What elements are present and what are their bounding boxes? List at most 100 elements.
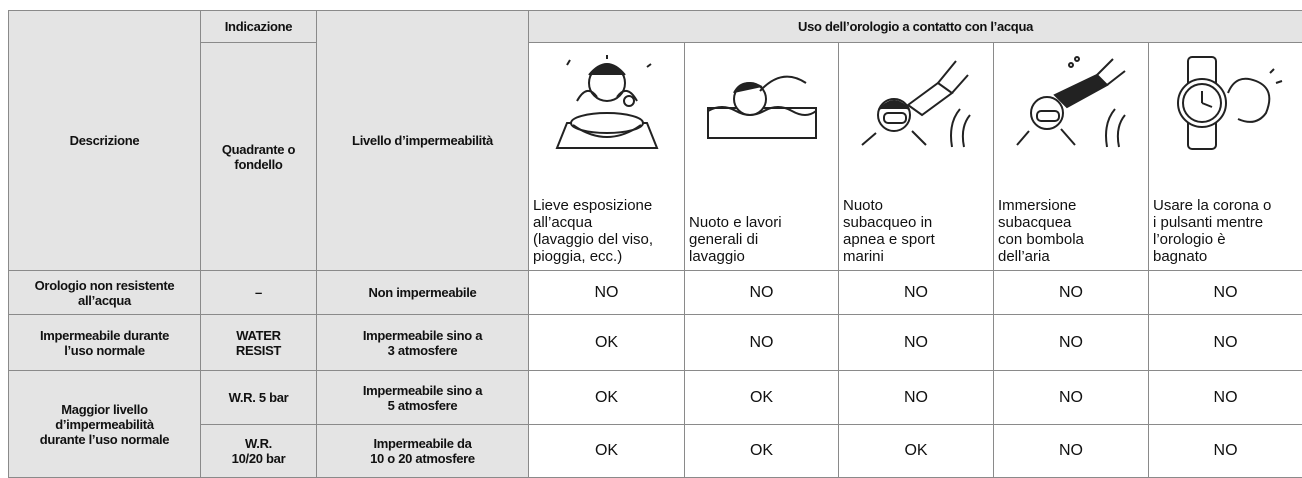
- text-line: (lavaggio del viso,: [533, 231, 680, 248]
- text-line: dell’aria: [998, 248, 1144, 265]
- text-line: Maggior livello: [13, 402, 196, 417]
- icon-diver: [1011, 53, 1131, 153]
- header-description: Descrizione: [9, 11, 201, 271]
- text-line: Impermeabile durante: [13, 328, 196, 343]
- text-line: W.R.: [205, 436, 312, 451]
- text-line: Impermeabile sino a: [321, 383, 524, 398]
- text-line: d’impermeabilità: [13, 417, 196, 432]
- result-cell: NO: [994, 425, 1149, 478]
- indication-cell: –: [201, 271, 317, 315]
- text-line: Impermeabile da: [321, 436, 524, 451]
- result-cell: OK: [685, 425, 839, 478]
- result-cell: NO: [1149, 271, 1302, 315]
- result-cell: NO: [1149, 315, 1302, 371]
- result-cell: NO: [839, 371, 994, 425]
- text-line: apnea e sport: [843, 231, 989, 248]
- text-line: l’orologio è: [1153, 231, 1298, 248]
- indication-cell: W.R.10/20 bar: [201, 425, 317, 478]
- result-cell: NO: [994, 271, 1149, 315]
- header-row: Descrizione Indicazione Livello d’imperm…: [9, 11, 1302, 43]
- text-line: Immersione: [998, 197, 1144, 214]
- text-line: WATER: [205, 328, 312, 343]
- result-cell: NO: [839, 315, 994, 371]
- result-cell: NO: [1149, 425, 1302, 478]
- text-line: –: [205, 285, 312, 300]
- text-line: all’acqua: [533, 214, 680, 231]
- text-line: W.R. 5 bar: [205, 390, 312, 405]
- text-line: generali di: [689, 231, 834, 248]
- result-cell: NO: [839, 271, 994, 315]
- text-line: l’uso normale: [13, 343, 196, 358]
- icon-watch: [1166, 53, 1286, 153]
- header-level: Livello d’impermeabilità: [317, 11, 529, 271]
- header-usage: Uso dell’orologio a contatto con l’acqua: [529, 11, 1302, 43]
- text-line: Impermeabile sino a: [321, 328, 524, 343]
- text-line: fondello: [205, 157, 312, 172]
- icon-snorkeler: [856, 53, 976, 153]
- icon-face-wash: [547, 53, 667, 153]
- text-line: Nuoto: [843, 197, 989, 214]
- text-line: 10 o 20 atmosfere: [321, 451, 524, 466]
- text-line: pioggia, ecc.): [533, 248, 680, 265]
- result-cell: NO: [994, 371, 1149, 425]
- text-line: bagnato: [1153, 248, 1298, 265]
- water-resistance-table: Descrizione Indicazione Livello d’imperm…: [8, 10, 1302, 478]
- text-line: lavaggio: [689, 248, 834, 265]
- text-line: con bombola: [998, 231, 1144, 248]
- result-cell: OK: [529, 315, 685, 371]
- text-line: marini: [843, 248, 989, 265]
- result-cell: OK: [685, 371, 839, 425]
- result-cell: NO: [685, 271, 839, 315]
- level-cell: Non impermeabile: [317, 271, 529, 315]
- result-cell: NO: [529, 271, 685, 315]
- header-indication: Indicazione: [201, 11, 317, 43]
- result-cell: OK: [529, 425, 685, 478]
- text-line: 3 atmosfere: [321, 343, 524, 358]
- text-line: RESIST: [205, 343, 312, 358]
- text-line: all’acqua: [13, 293, 196, 308]
- text-line: Non impermeabile: [321, 285, 524, 300]
- text-line: subacquea: [998, 214, 1144, 231]
- table-body: Descrizione Indicazione Livello d’imperm…: [9, 11, 1302, 478]
- icon-swimmer: [702, 53, 822, 153]
- result-cell: NO: [1149, 371, 1302, 425]
- text-line: 5 atmosfere: [321, 398, 524, 413]
- text-line: i pulsanti mentre: [1153, 214, 1298, 231]
- text-line: subacqueo in: [843, 214, 989, 231]
- text-line: Usare la corona o: [1153, 197, 1298, 214]
- result-cell: NO: [994, 315, 1149, 371]
- text-line: Orologio non resistente: [13, 278, 196, 293]
- result-cell: NO: [685, 315, 839, 371]
- result-cell: OK: [529, 371, 685, 425]
- text-line: Quadrante o: [205, 142, 312, 157]
- text-line: Lieve esposizione: [533, 197, 680, 214]
